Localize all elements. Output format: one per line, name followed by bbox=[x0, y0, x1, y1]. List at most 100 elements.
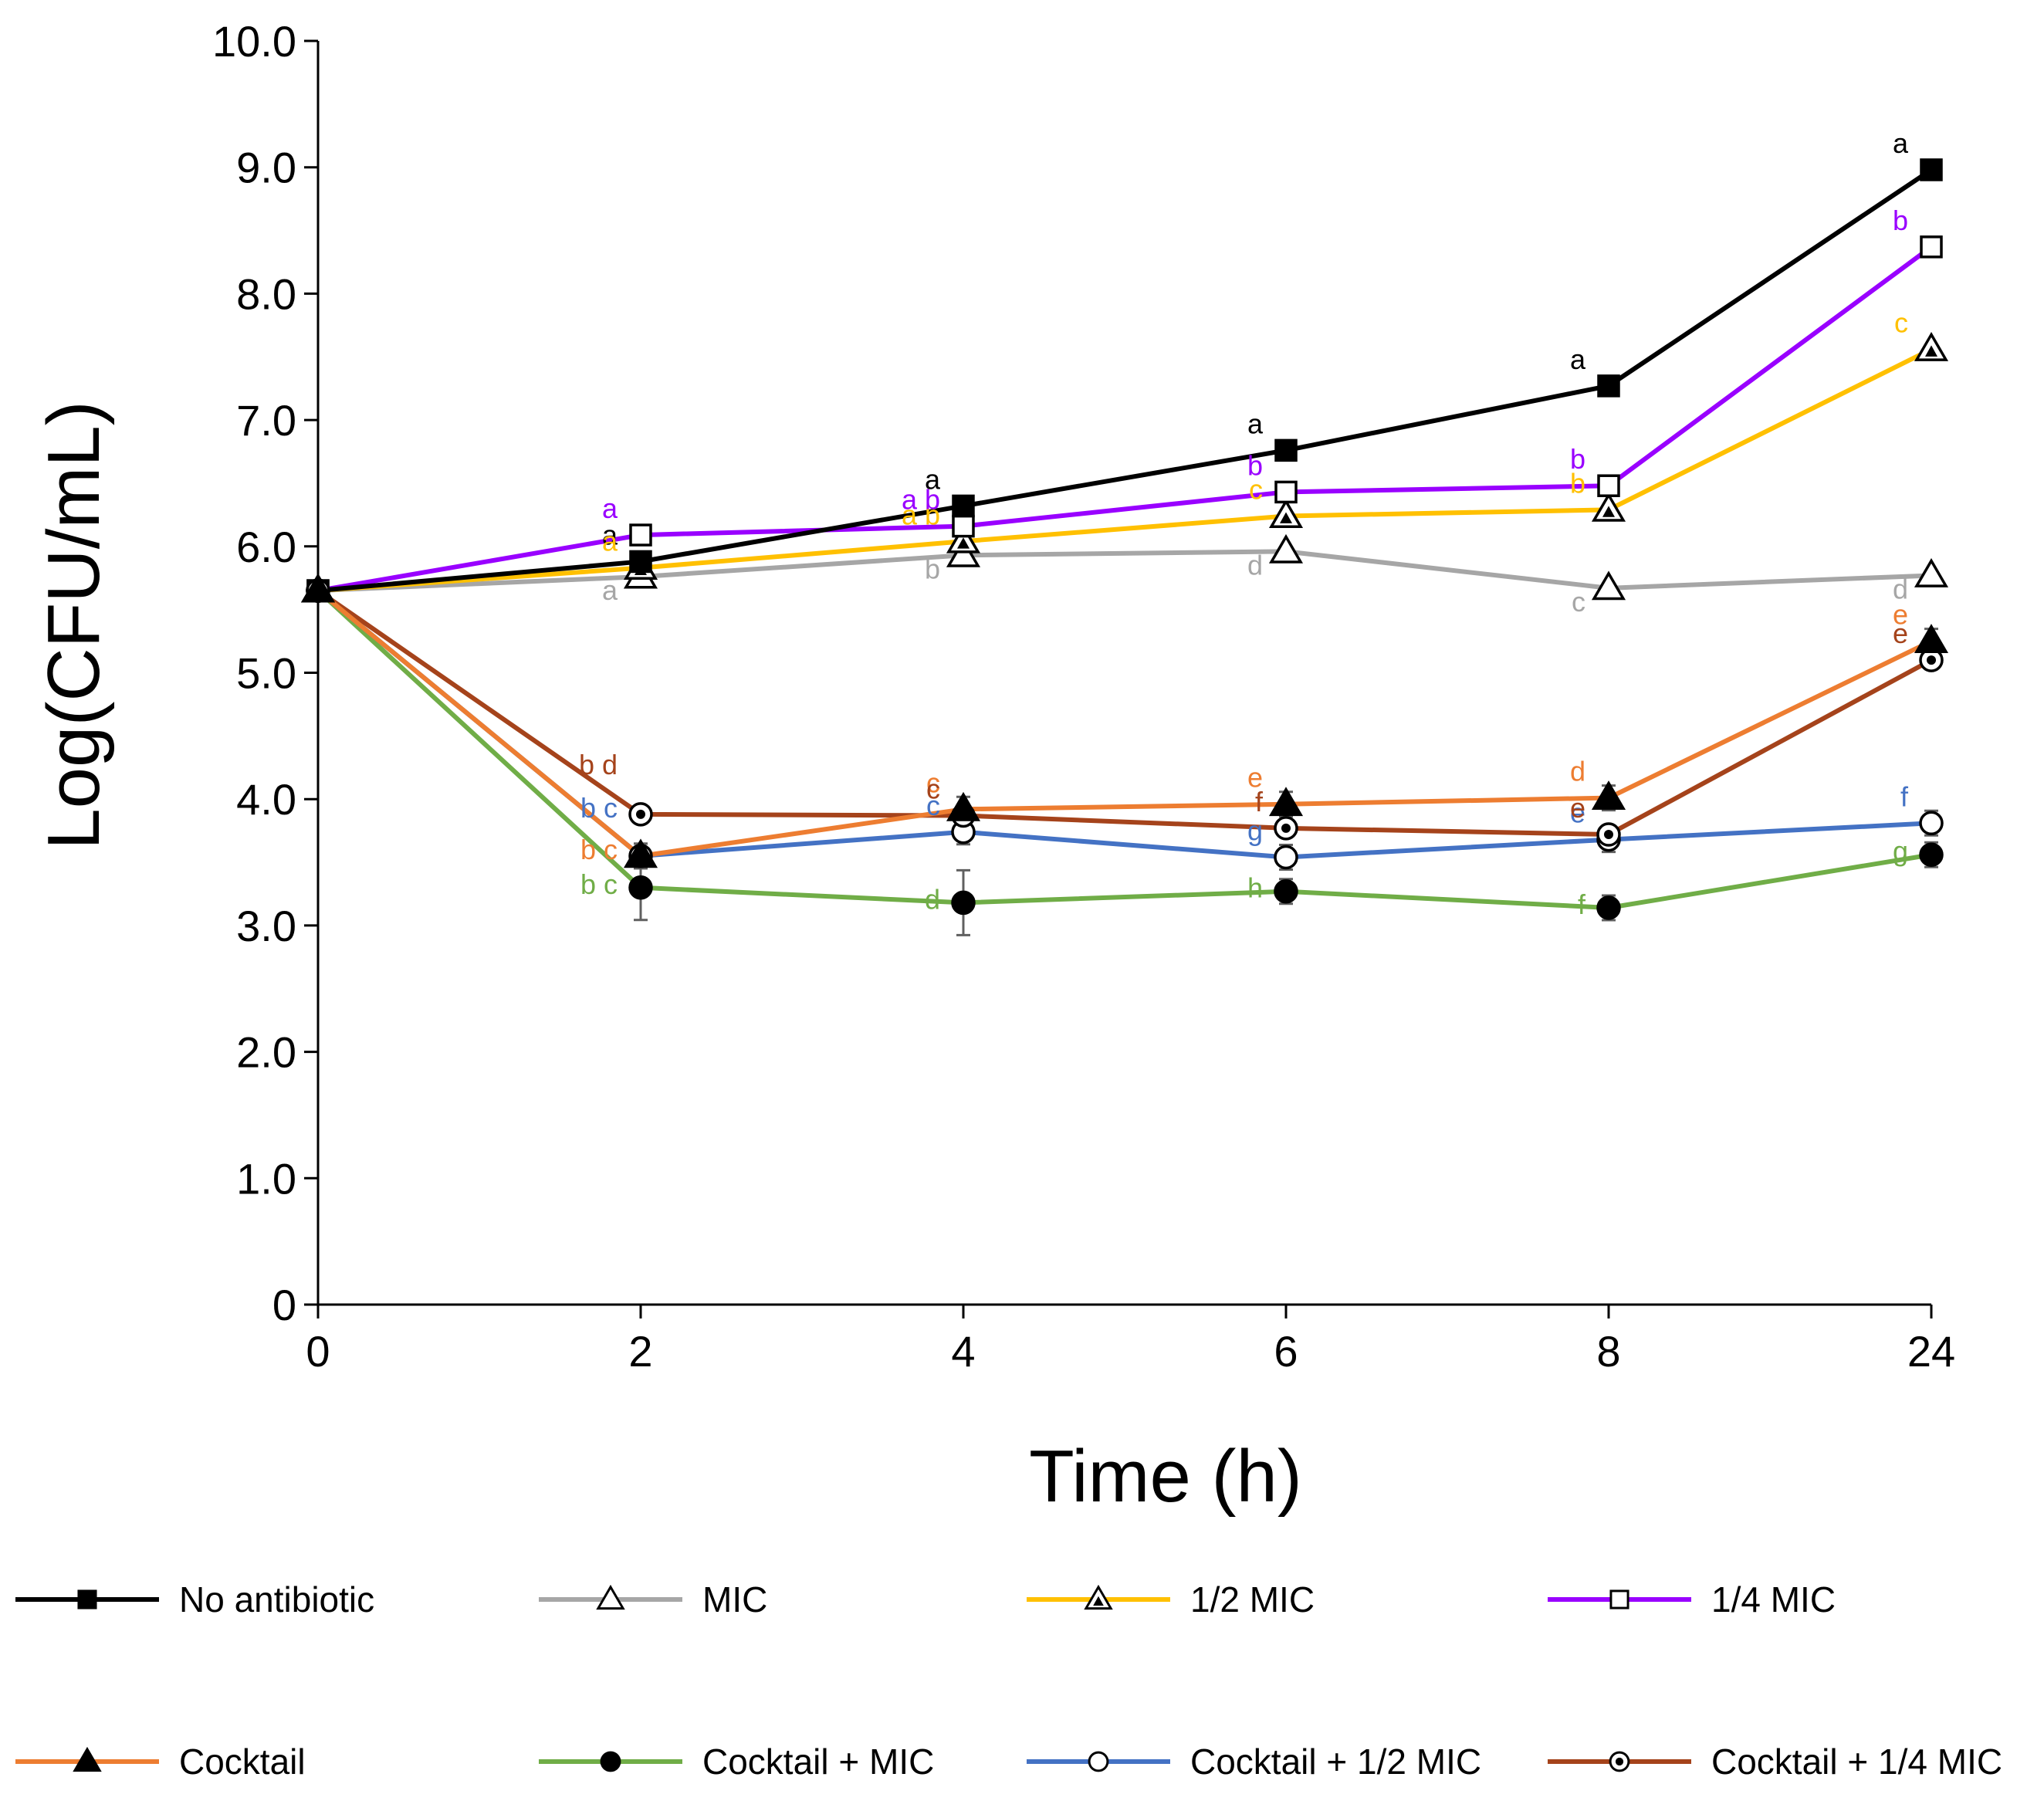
data-point-6-3 bbox=[1274, 845, 1298, 870]
x-tick-label: 6 bbox=[1274, 1327, 1298, 1376]
y-axis-title: Log(CFU/mL) bbox=[32, 401, 115, 849]
data-point-4-2 bbox=[946, 791, 981, 821]
significance-letter: a bbox=[925, 463, 941, 495]
data-point-0-1 bbox=[629, 550, 652, 574]
data-point-3-2 bbox=[952, 514, 975, 538]
significance-letter: a bbox=[602, 526, 618, 557]
significance-letter: b c bbox=[580, 868, 618, 900]
legend-label: Cocktail + 1/2 MIC bbox=[1190, 1742, 1481, 1782]
significance-letter: b bbox=[925, 553, 940, 584]
data-markers bbox=[300, 158, 1949, 920]
data-point-4-1 bbox=[623, 838, 658, 868]
significance-letter: c bbox=[1572, 586, 1585, 618]
data-point-3-1 bbox=[629, 523, 652, 547]
data-point-2-2-inner bbox=[957, 537, 970, 549]
significance-letter: b d bbox=[579, 749, 618, 780]
legend-item-2: 1/2 MIC bbox=[1027, 1579, 1315, 1620]
significance-letter: b c bbox=[580, 834, 618, 865]
data-point-5-1 bbox=[628, 875, 653, 900]
legend-swatch-marker-inner bbox=[1615, 1757, 1624, 1766]
legend-item-5: Cocktail + MIC bbox=[539, 1742, 934, 1782]
series-line-3 bbox=[316, 244, 1934, 594]
x-tick-label: 4 bbox=[951, 1327, 975, 1376]
legend-label: 1/2 MIC bbox=[1190, 1579, 1315, 1620]
significance-letter: c bbox=[926, 790, 940, 821]
data-point-4-4 bbox=[1591, 780, 1626, 810]
significance-letter: c bbox=[926, 773, 940, 804]
significance-letter: f bbox=[1255, 786, 1264, 817]
legend-label: No antibiotic bbox=[179, 1579, 374, 1620]
series-line-7 bbox=[316, 588, 1934, 838]
significance-letter: a bbox=[602, 493, 618, 524]
data-point-7-3-inner bbox=[1281, 823, 1291, 833]
data-point-5-2 bbox=[951, 890, 976, 916]
legend-swatch-marker bbox=[600, 1751, 621, 1772]
legend-label: MIC bbox=[702, 1579, 767, 1620]
data-point-3-4 bbox=[1597, 474, 1620, 497]
significance-letter: e bbox=[1570, 792, 1585, 824]
x-axis-title: Time (h) bbox=[1029, 1435, 1302, 1518]
significance-letter: a bbox=[1247, 408, 1264, 439]
legend-item-7: Cocktail + 1/4 MIC bbox=[1548, 1742, 2002, 1782]
significance-letter: g bbox=[1247, 815, 1263, 847]
data-point-5-4 bbox=[1596, 895, 1621, 920]
legend-label: Cocktail + 1/4 MIC bbox=[1711, 1742, 2002, 1782]
legend-item-1: MIC bbox=[539, 1579, 767, 1620]
y-tick-label: 0 bbox=[272, 1281, 296, 1329]
series-line-5 bbox=[316, 588, 1934, 910]
significance-letter: e bbox=[1570, 797, 1585, 829]
significance-letter: a bbox=[602, 519, 618, 550]
legend-label: Cocktail bbox=[179, 1742, 306, 1782]
y-tick-label: 7.0 bbox=[236, 396, 296, 445]
data-point-5-5 bbox=[1919, 842, 1944, 867]
legend-item-3: 1/4 MIC bbox=[1548, 1579, 1836, 1620]
data-point-0-2 bbox=[952, 494, 975, 518]
legend-swatch-marker-inner bbox=[1093, 1596, 1104, 1606]
data-point-2-4-inner bbox=[1602, 506, 1615, 517]
x-tick-label: 8 bbox=[1596, 1327, 1620, 1376]
significance-letter: h bbox=[1247, 872, 1263, 904]
data-point-0-5 bbox=[1920, 158, 1943, 181]
significance-letter: a b bbox=[902, 484, 940, 516]
significance-letter: b bbox=[1247, 449, 1263, 481]
legend-swatch-marker bbox=[1609, 1589, 1629, 1610]
y-tick-label: 3.0 bbox=[236, 902, 296, 950]
data-point-1-5 bbox=[1914, 557, 1949, 587]
significance-letter: c bbox=[926, 767, 940, 798]
significance-letter: b bbox=[1570, 467, 1585, 499]
series-line-6 bbox=[316, 588, 1934, 860]
significance-letter: c bbox=[1249, 474, 1263, 506]
legend-item-6: Cocktail + 1/2 MIC bbox=[1027, 1742, 1481, 1782]
x-tick-label: 2 bbox=[628, 1327, 652, 1376]
significance-letter: b c bbox=[580, 792, 618, 824]
data-point-3-3 bbox=[1274, 480, 1298, 504]
significance-letter: b bbox=[1893, 205, 1908, 236]
series-line-2 bbox=[316, 347, 1934, 594]
series-line-0 bbox=[316, 167, 1934, 594]
significance-letter: e bbox=[1893, 599, 1908, 631]
y-tick-label: 10.0 bbox=[212, 17, 296, 66]
data-point-1-4 bbox=[1591, 570, 1626, 601]
axes: 01.02.03.04.05.06.07.08.09.010.00 2 4 6 8 24 bbox=[212, 17, 1955, 1376]
legend-label: 1/4 MIC bbox=[1711, 1579, 1836, 1620]
significance-letter: c bbox=[1894, 306, 1908, 338]
significance-letter: b bbox=[1570, 443, 1585, 475]
legend: No antibiotic MIC 1/2 MIC 1/4 MIC Cocktail Co… bbox=[15, 1579, 2002, 1782]
series-lines bbox=[316, 167, 1934, 910]
legend-swatch-marker bbox=[596, 1584, 625, 1610]
legend-swatch-marker bbox=[73, 1746, 102, 1772]
data-point-4-5 bbox=[1914, 624, 1949, 654]
data-point-2-3-inner bbox=[1280, 512, 1292, 523]
legend-swatch-marker bbox=[77, 1589, 97, 1610]
significance-letter: a bbox=[1893, 127, 1909, 159]
legend-item-0: No antibiotic bbox=[15, 1579, 374, 1620]
significance-letter: a bbox=[1570, 344, 1586, 375]
y-tick-label: 8.0 bbox=[236, 269, 296, 318]
significance-letter: g bbox=[1893, 835, 1908, 867]
significance-letter: d bbox=[1247, 549, 1263, 581]
x-tick-label: 24 bbox=[1907, 1327, 1955, 1376]
data-point-7-4-inner bbox=[1604, 830, 1613, 840]
significance-letter: e bbox=[1893, 618, 1908, 649]
